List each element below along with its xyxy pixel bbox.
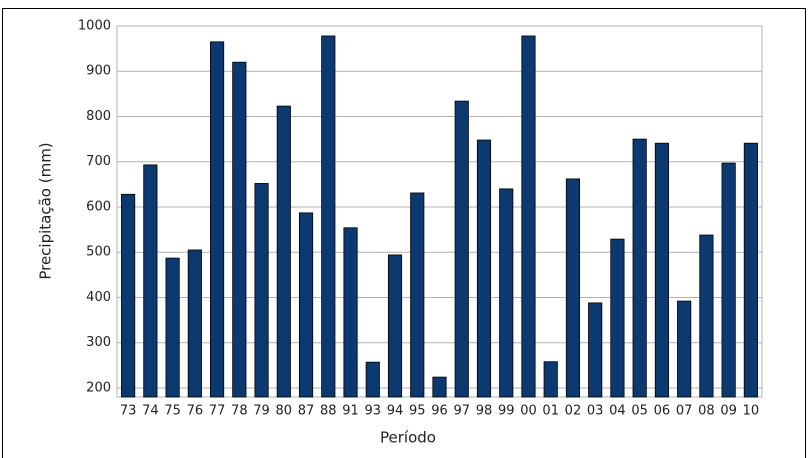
x-tick-label: 80 bbox=[276, 404, 293, 419]
x-tick-label: 93 bbox=[365, 404, 382, 419]
y-tick-label: 800 bbox=[86, 109, 111, 124]
y-tick-label: 600 bbox=[86, 199, 111, 214]
bar bbox=[499, 188, 514, 398]
bar bbox=[654, 142, 669, 398]
y-tick-label: 500 bbox=[86, 245, 111, 260]
x-tick-label: 09 bbox=[720, 404, 737, 419]
y-tick-label: 1000 bbox=[78, 19, 111, 34]
x-tick-label: 91 bbox=[342, 404, 359, 419]
x-tick-label: 95 bbox=[409, 404, 426, 419]
x-tick-label: 78 bbox=[231, 404, 248, 419]
x-tick-label: 02 bbox=[565, 404, 582, 419]
x-tick-label: 99 bbox=[498, 404, 515, 419]
x-tick-label: 00 bbox=[520, 404, 537, 419]
bar bbox=[699, 234, 714, 398]
x-tick-label: 98 bbox=[476, 404, 493, 419]
bar bbox=[143, 164, 158, 398]
x-tick-label: 74 bbox=[142, 404, 159, 419]
bar bbox=[677, 300, 692, 398]
bar bbox=[210, 41, 225, 398]
x-tick-label: 75 bbox=[164, 404, 181, 419]
x-tick-label: 76 bbox=[187, 404, 204, 419]
bar bbox=[121, 193, 136, 398]
bar bbox=[721, 162, 736, 398]
bar bbox=[476, 139, 492, 398]
bar bbox=[632, 138, 647, 398]
x-tick-label: 96 bbox=[431, 404, 448, 419]
x-tick-label: 88 bbox=[320, 404, 337, 419]
x-tick-label: 97 bbox=[453, 404, 470, 419]
bar bbox=[387, 254, 403, 398]
bar bbox=[410, 192, 425, 398]
x-tick-label: 73 bbox=[120, 404, 137, 419]
y-tick-label: 700 bbox=[86, 154, 111, 169]
bar bbox=[343, 227, 358, 398]
x-tick-label: 79 bbox=[253, 404, 270, 419]
bar bbox=[187, 249, 202, 398]
x-tick-label: 03 bbox=[587, 404, 604, 419]
bar bbox=[432, 376, 447, 398]
bar bbox=[321, 35, 336, 398]
bar bbox=[165, 257, 180, 398]
bar bbox=[276, 105, 291, 398]
bar bbox=[232, 61, 247, 398]
x-axis-label: Período bbox=[380, 429, 436, 447]
x-tick-label: 77 bbox=[209, 404, 226, 419]
frame bbox=[2, 8, 806, 458]
y-axis-label: Precipitação (mm) bbox=[37, 142, 55, 279]
bar bbox=[254, 183, 269, 398]
x-tick-label: 10 bbox=[743, 404, 760, 419]
x-tick-label: 06 bbox=[654, 404, 671, 419]
x-tick-label: 05 bbox=[631, 404, 648, 419]
x-tick-label: 94 bbox=[387, 404, 404, 419]
bar bbox=[543, 361, 558, 398]
x-tick-label: 04 bbox=[609, 404, 626, 419]
y-tick-label: 900 bbox=[86, 64, 111, 79]
bar bbox=[298, 212, 314, 398]
x-tick-label: 87 bbox=[298, 404, 315, 419]
x-tick-label: 01 bbox=[542, 404, 559, 419]
y-tick-label: 200 bbox=[86, 380, 111, 395]
bar bbox=[565, 178, 581, 398]
y-tick-label: 300 bbox=[86, 335, 111, 350]
x-tick-label: 07 bbox=[676, 404, 693, 419]
bar bbox=[743, 142, 758, 398]
y-tick-label: 400 bbox=[86, 290, 111, 305]
bar bbox=[610, 238, 625, 398]
bar bbox=[588, 302, 603, 398]
bar bbox=[521, 35, 536, 398]
bar bbox=[454, 100, 469, 398]
bar bbox=[365, 361, 380, 398]
x-tick-label: 08 bbox=[698, 404, 715, 419]
